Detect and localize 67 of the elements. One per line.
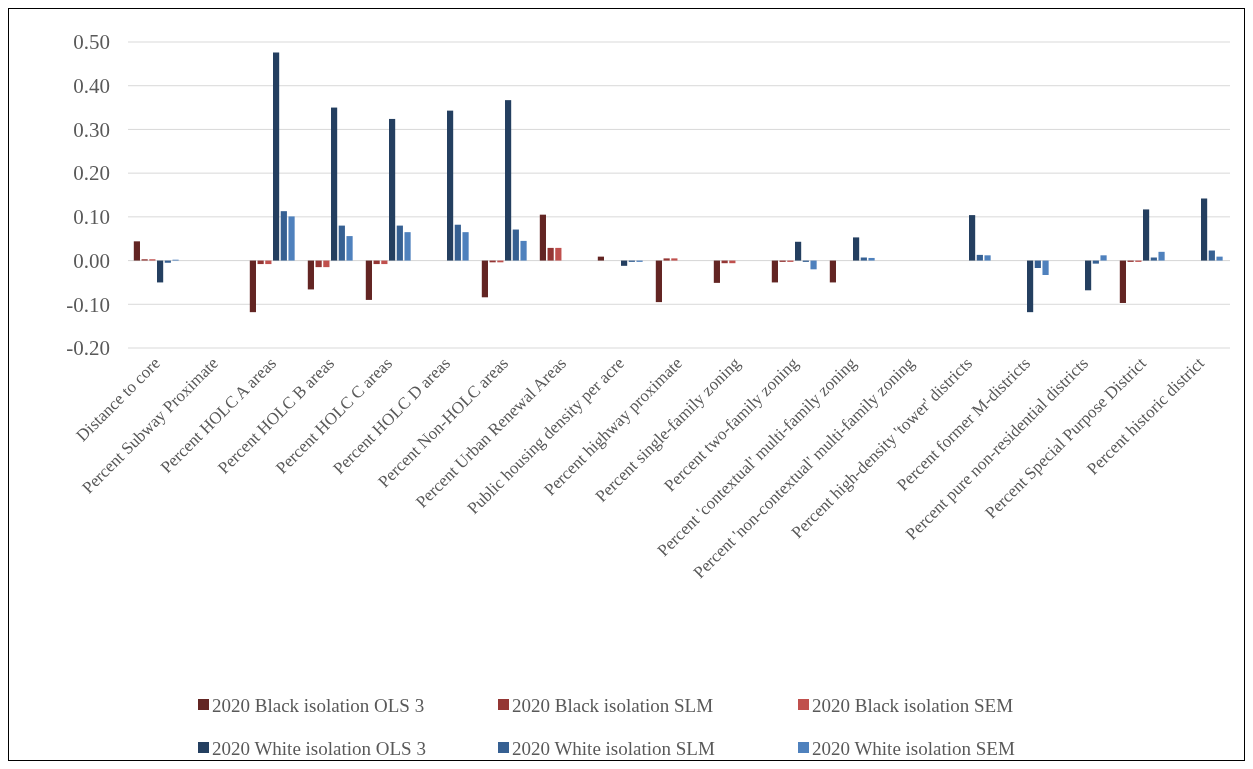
bar [133,241,140,261]
bar [1085,260,1092,291]
bar [663,258,670,261]
bar [447,110,454,261]
bar [389,118,396,261]
bar [346,236,353,261]
bar [396,225,403,261]
bar [280,211,287,261]
bar [1216,256,1223,261]
bar [1092,260,1099,264]
bar [597,256,604,261]
y-tick-label: -0.10 [66,292,110,317]
bar [505,100,512,261]
bar [331,107,338,261]
bar [829,260,836,283]
bar [1119,260,1126,303]
bar [621,260,628,266]
bar [512,229,519,261]
bar [713,260,720,283]
bar [810,260,817,270]
bar [1208,250,1215,261]
bar [288,216,295,261]
y-tick-label: 0.30 [73,117,110,142]
bar [795,241,802,261]
legend-label: 2020 White isolation SLM [512,737,715,759]
bar [969,215,976,261]
bar [1027,260,1034,313]
bar [984,255,991,261]
bar [404,232,411,261]
bar [868,257,875,261]
bar [338,225,345,261]
bar [671,258,678,261]
legend-label: 2020 Black isolation SEM [812,694,1014,716]
bar [462,232,469,261]
legend-label: 2020 Black isolation SLM [512,694,714,716]
bar [860,257,867,261]
bar [655,260,662,303]
y-tick-label: -0.20 [66,336,110,361]
bar [771,260,778,283]
bar [1042,260,1049,275]
bar [307,260,314,290]
y-tick-label: 0.40 [73,74,110,99]
y-tick-label: 0.50 [73,30,110,55]
bar [853,237,860,261]
bar [1150,257,1157,261]
bar [481,260,488,298]
bar [520,240,527,261]
bar [1100,255,1107,261]
bar [157,260,164,283]
legend-label: 2020 White isolation OLS 3 [212,737,426,759]
legend-label: 2020 Black isolation OLS 3 [212,694,425,716]
y-tick-label: 0.10 [73,205,110,230]
bar [1143,209,1150,261]
y-tick-label: 0.20 [73,161,110,186]
bar [547,247,554,261]
legend-label: 2020 White isolation SEM [812,737,1015,759]
bar [1158,251,1165,261]
bar [249,260,256,313]
bar [273,52,280,261]
bar [1201,198,1208,261]
bar [365,260,372,300]
y-tick-label: 0.00 [73,248,110,273]
bar [454,224,461,261]
bar [555,247,562,261]
bar [539,214,546,261]
bar [976,254,983,261]
bar [1034,260,1041,268]
